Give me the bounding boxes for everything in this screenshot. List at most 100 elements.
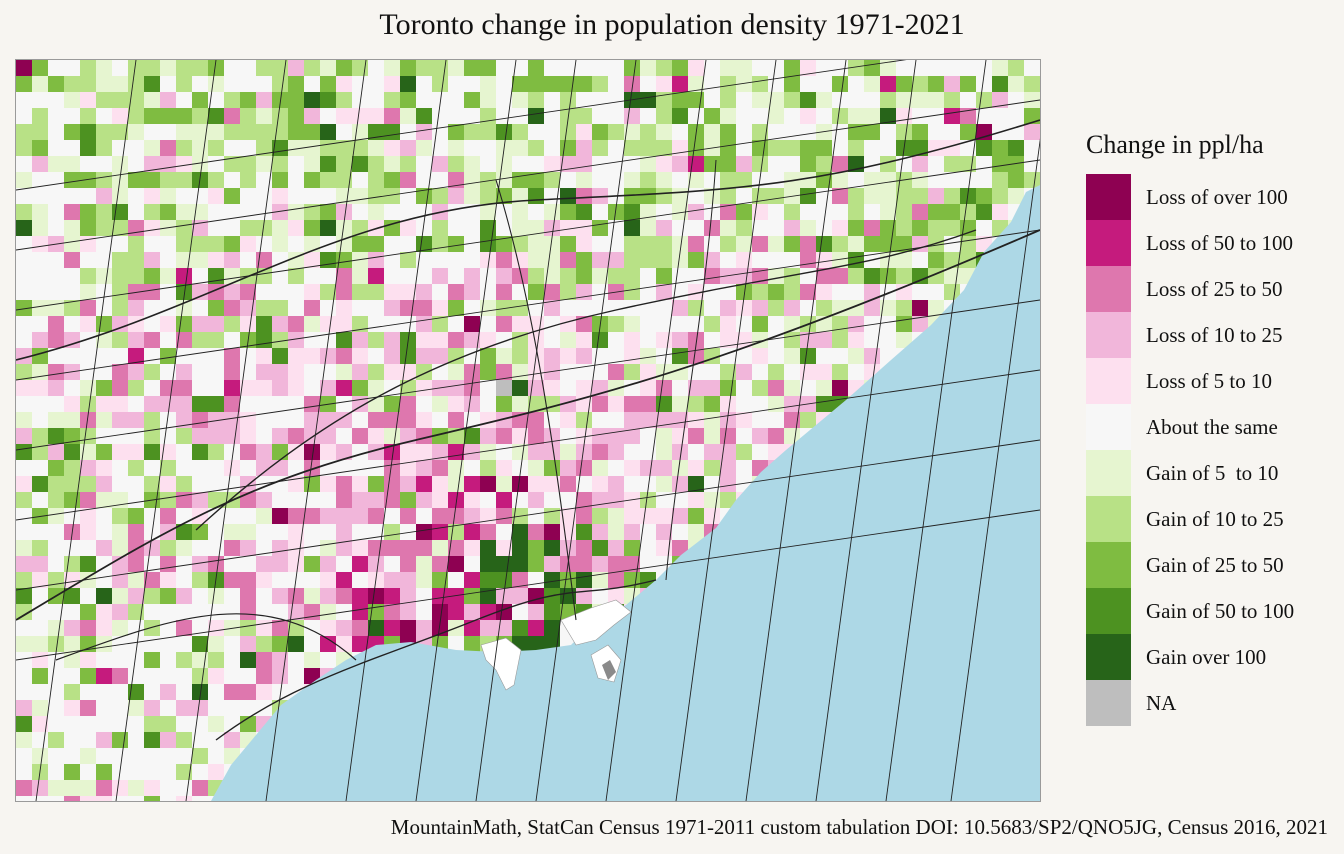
tract-tile — [672, 60, 689, 77]
tract-tile — [864, 188, 881, 205]
tract-tile — [48, 556, 65, 573]
tract-tile — [848, 348, 865, 365]
tract-tile — [96, 636, 113, 653]
tract-tile — [144, 508, 161, 525]
tract-tile — [656, 300, 673, 317]
tract-tile — [256, 444, 273, 461]
tract-tile — [160, 188, 177, 205]
tract-tile — [240, 412, 257, 429]
tract-tile — [544, 524, 561, 541]
tract-tile — [544, 268, 561, 285]
tract-tile — [752, 396, 769, 413]
tract-tile — [720, 364, 737, 381]
tract-tile — [896, 92, 913, 109]
tract-tile — [608, 508, 625, 525]
tract-tile — [192, 140, 209, 157]
tract-tile — [224, 92, 241, 109]
legend-swatch — [1086, 588, 1131, 634]
tract-tile — [64, 556, 81, 573]
tract-tile — [224, 108, 241, 125]
tract-tile — [80, 316, 97, 333]
legend-item: Loss of over 100 — [1086, 174, 1336, 220]
tract-tile — [448, 172, 465, 189]
tract-tile — [544, 556, 561, 573]
road — [16, 229, 1040, 621]
tract-tile — [656, 92, 673, 109]
tract-tile — [960, 140, 977, 157]
tract-tile — [400, 620, 417, 637]
tract-tile — [16, 556, 33, 573]
tract-tile — [640, 60, 657, 77]
tract-tile — [880, 108, 897, 125]
tract-tile — [416, 412, 433, 429]
tract-tile — [880, 124, 897, 141]
tract-tile — [320, 188, 337, 205]
tract-tile — [448, 604, 465, 621]
tract-tile — [160, 60, 177, 77]
tract-tile — [464, 220, 481, 237]
tract-tile — [496, 460, 513, 477]
tract-tile — [336, 348, 353, 365]
tract-tile — [32, 172, 49, 189]
tract-tile — [576, 412, 593, 429]
tract-tile — [80, 124, 97, 141]
tract-tile — [16, 684, 33, 701]
tract-tile — [784, 332, 801, 349]
tract-tile — [752, 428, 769, 445]
tract-tile — [464, 588, 481, 605]
tract-tile — [608, 60, 625, 77]
tract-tile — [896, 204, 913, 221]
tract-tile — [400, 316, 417, 333]
tract-tile — [592, 140, 609, 157]
tract-tile — [560, 412, 577, 429]
tract-tile — [304, 636, 321, 653]
tract-tile — [208, 172, 225, 189]
tract-tile — [208, 124, 225, 141]
tract-tile — [80, 172, 97, 189]
choropleth-map[interactable] — [15, 59, 1041, 802]
tract-tile — [304, 588, 321, 605]
tract-tile — [400, 220, 417, 237]
tract-tile — [496, 172, 513, 189]
tract-tile — [352, 188, 369, 205]
tract-tile — [912, 108, 929, 125]
tract-tile — [752, 284, 769, 301]
tract-tile — [336, 444, 353, 461]
tract-tile — [224, 220, 241, 237]
tract-tile — [384, 460, 401, 477]
tract-tile — [576, 428, 593, 445]
tract-tile — [880, 332, 897, 349]
tract-tile — [704, 508, 721, 525]
tract-tile — [192, 492, 209, 509]
tract-tile — [608, 364, 625, 381]
tract-tile — [560, 364, 577, 381]
tract-tile — [176, 380, 193, 397]
tract-tile — [256, 76, 273, 93]
tract-tile — [768, 140, 785, 157]
tract-tile — [640, 492, 657, 509]
tract-tile — [16, 524, 33, 541]
tract-tile — [80, 268, 97, 285]
tract-tile — [368, 476, 385, 493]
tract-tile — [608, 540, 625, 557]
tract-tile — [592, 556, 609, 573]
tract-tile — [544, 444, 561, 461]
tract-tile — [192, 412, 209, 429]
tract-tile — [80, 796, 97, 801]
tract-tile — [848, 236, 865, 253]
tract-tile — [400, 156, 417, 173]
tract-tile — [80, 780, 97, 797]
tract-tile — [912, 268, 929, 285]
tract-tile — [224, 444, 241, 461]
tract-tile — [640, 476, 657, 493]
tract-tile — [16, 732, 33, 749]
tract-tile — [512, 396, 529, 413]
tract-tile — [768, 396, 785, 413]
tract-tile — [496, 60, 513, 77]
tract-tile — [400, 300, 417, 317]
tract-tile — [64, 540, 81, 557]
tract-tile — [128, 764, 145, 781]
tract-tile — [304, 268, 321, 285]
tract-tile — [288, 620, 305, 637]
tract-tile — [112, 156, 129, 173]
